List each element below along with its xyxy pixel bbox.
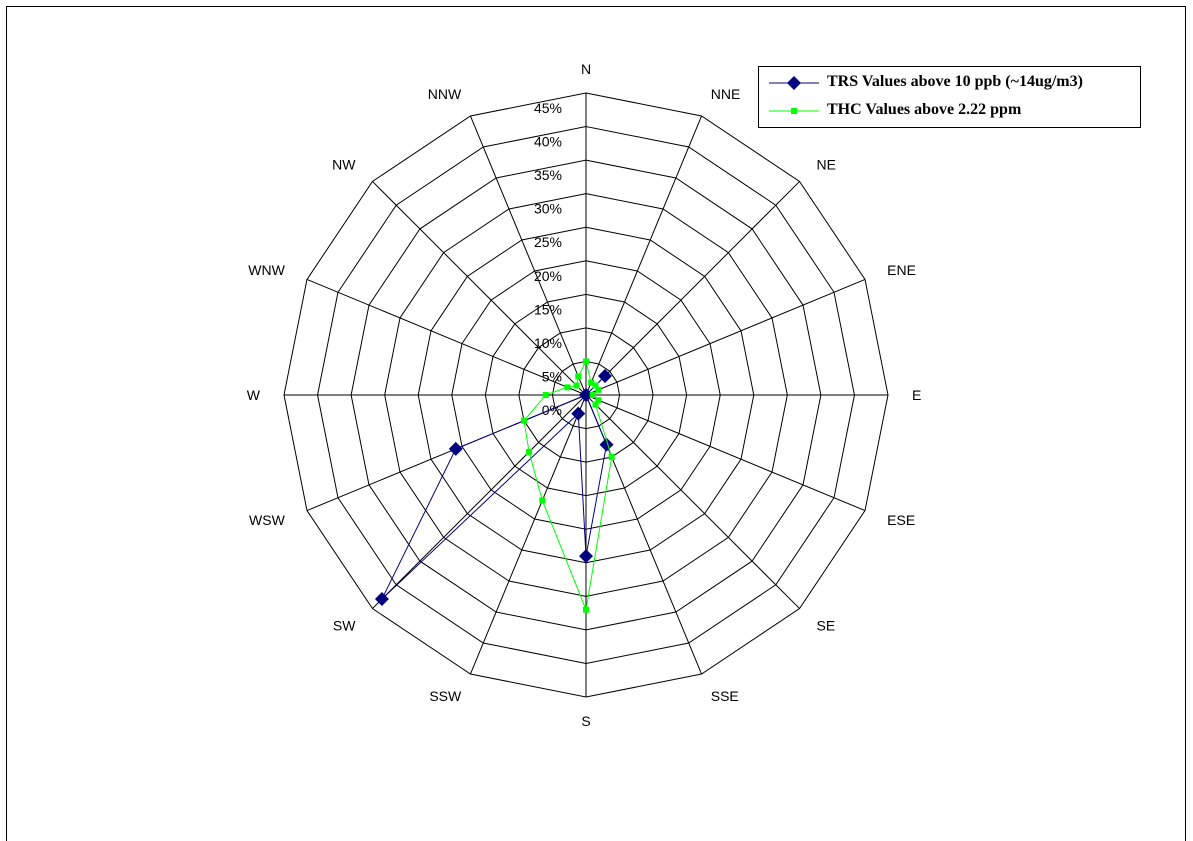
legend-swatch-thc: [769, 108, 819, 114]
tick-label: 40%: [534, 134, 562, 150]
direction-label-se: SE: [817, 618, 836, 634]
data-point-nw: [573, 382, 580, 389]
data-point-w: [542, 392, 549, 398]
direction-label-wnw: WNW: [248, 262, 285, 278]
data-point-se: [592, 401, 599, 408]
tick-label: 20%: [534, 268, 562, 284]
series-1: [520, 358, 615, 613]
tick-label: 25%: [534, 234, 562, 250]
series-0: [374, 369, 614, 607]
data-point-n: [583, 358, 589, 365]
spoke-se: [585, 394, 800, 609]
data-point-sse: [599, 437, 614, 452]
spoke-ese: [585, 394, 866, 512]
direction-label-sse: SSE: [711, 688, 739, 704]
legend-swatch-trs: [769, 76, 819, 90]
legend-item-thc: THC Values above 2.22 ppm: [759, 98, 1140, 124]
direction-label-s: S: [581, 713, 590, 729]
radial-tick-labels: 0% 5% 10% 15% 20% 25% 30% 35% 40% 45%: [534, 100, 562, 418]
data-point-ne: [597, 369, 612, 384]
direction-label-sw: SW: [333, 618, 356, 634]
data-point-wnw: [564, 384, 571, 391]
spoke-wnw: [306, 278, 587, 396]
data-point-nnw: [579, 388, 593, 402]
data-point-sw: [374, 592, 389, 607]
direction-labels: N NNE NE ENE E ESE SE SSE S SSW SW WSW W WNW NW NNW: [247, 61, 922, 729]
direction-label-ne: NE: [817, 156, 836, 172]
direction-label-ese: ESE: [887, 512, 915, 528]
direction-label-ssw: SSW: [429, 688, 462, 704]
tick-label: 30%: [534, 201, 562, 217]
data-point-sse: [608, 454, 615, 461]
direction-label-w: W: [247, 387, 261, 403]
direction-label-wsw: WSW: [249, 512, 286, 528]
legend-item-trs: TRS Values above 10 ppb (~14ug/m3): [759, 70, 1140, 96]
spoke-nnw: [469, 115, 587, 396]
data-point-ssw: [571, 406, 586, 421]
data-point-ene: [595, 386, 602, 393]
data-point-s: [579, 549, 593, 564]
spoke-nne: [585, 115, 703, 396]
spoke-ene: [585, 278, 866, 396]
direction-label-nw: NW: [332, 156, 356, 172]
spoke-sw: [372, 394, 587, 609]
tick-label: 0%: [542, 402, 562, 418]
data-point-wsw: [448, 441, 463, 456]
legend: TRS Values above 10 ppb (~14ug/m3) THC V…: [758, 66, 1141, 128]
tick-label: 10%: [534, 335, 562, 351]
data-point-nne: [588, 379, 595, 386]
data-point-ne: [592, 382, 599, 389]
legend-label-trs: TRS Values above 10 ppb (~14ug/m3): [827, 73, 1083, 90]
tick-label: 15%: [534, 301, 562, 317]
data-point-wsw: [520, 417, 527, 424]
data-point-e: [589, 392, 596, 398]
tick-label: 5%: [542, 368, 562, 384]
chart-area: [6, 6, 1186, 841]
data-point-sw: [526, 448, 533, 455]
data-point-s: [583, 606, 589, 613]
direction-label-nne: NNE: [711, 86, 741, 102]
direction-label-nnw: NNW: [428, 86, 462, 102]
legend-label-thc: THC Values above 2.22 ppm: [827, 101, 1022, 118]
spoke-ne: [585, 181, 800, 396]
data-point-ese: [595, 397, 602, 404]
data-point-ssw: [539, 497, 546, 504]
series-layer: [374, 358, 615, 613]
tick-label: 45%: [534, 100, 562, 116]
direction-label-ene: ENE: [887, 262, 916, 278]
tick-label: 35%: [534, 167, 562, 183]
direction-label-e: E: [912, 387, 921, 403]
radar-spokes: [284, 93, 888, 697]
data-point-nnw: [575, 373, 582, 380]
spoke-nw: [372, 181, 587, 396]
direction-label-n: N: [581, 61, 591, 77]
spoke-ssw: [469, 394, 587, 675]
